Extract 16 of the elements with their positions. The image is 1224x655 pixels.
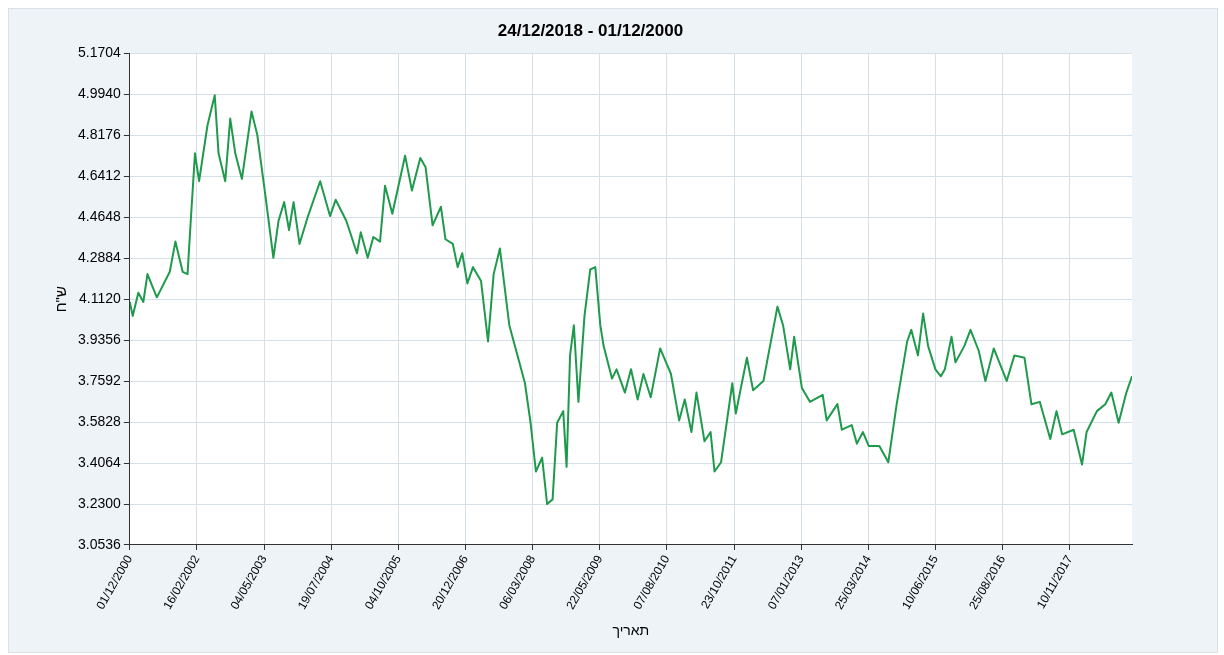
y-tick-label: 4.6412 xyxy=(77,167,122,184)
y-tick-label: 3.9356 xyxy=(77,331,122,348)
x-axis-title: תאריך xyxy=(612,622,650,639)
y-tick-label: 4.4648 xyxy=(77,208,122,225)
y-tick-label: 5.1704 xyxy=(77,44,122,61)
y-axis-title: ש"ח xyxy=(52,286,70,313)
y-tick-label: 4.8176 xyxy=(77,126,122,143)
chart-title: 24/12/2018 - 01/12/2000 xyxy=(497,20,684,40)
y-tick-label: 3.5828 xyxy=(77,412,122,429)
y-tick-label: 4.2884 xyxy=(77,249,122,266)
y-tick-label: 4.9940 xyxy=(77,85,122,102)
y-tick-label: 3.2300 xyxy=(77,494,122,511)
y-tick-label: 3.4064 xyxy=(77,453,122,470)
y-tick-label: 3.0536 xyxy=(77,535,122,552)
y-tick-label: 4.1120 xyxy=(79,290,122,307)
y-tick-label: 3.7592 xyxy=(77,371,122,388)
